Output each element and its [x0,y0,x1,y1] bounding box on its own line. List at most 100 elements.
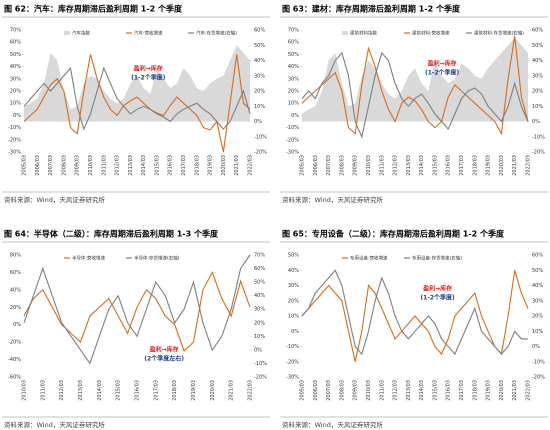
y-tick-label: -10% [8,125,21,131]
x-tick-label: 2013/03 [78,380,84,401]
y-tick-label: 70% [288,28,299,34]
source: 资料来源：Wind，天风证券研究所 [282,420,383,429]
x-tick-label: 2014/03 [419,380,425,401]
legend-label: 专用设备:存货增速(右轴) [412,255,462,262]
y-tick-label: 20% [10,89,21,95]
x-tick-label: 2008/03 [61,155,67,176]
x-tick-label: 2019/03 [208,155,214,176]
x-tick-label: 2015/03 [432,380,438,401]
x-tick-label: 2014/03 [419,155,425,176]
x-tick-label: 2018/03 [472,380,478,401]
y2-tick-label: 70% [254,253,265,259]
y-tick-label: 30% [288,283,299,289]
x-tick-label: 2014/03 [97,380,103,401]
x-tick-label: 2017/03 [459,380,465,401]
line [301,269,528,356]
x-tick-label: 2017/03 [459,155,465,176]
y2-tick-label: 50% [532,268,543,274]
x-tick-label: 2015/03 [116,380,122,401]
y2-tick-label: 40% [254,58,265,64]
x-tick-label: 2005/03 [300,380,306,401]
y2-tick-label: 30% [254,307,265,313]
y-tick-label: -40% [8,357,21,363]
legend-swatch [342,31,348,35]
y-tick-label: 10% [288,101,299,107]
x-tick-label: 2009/03 [353,380,359,401]
annotation: (1-2个季度) [420,294,455,302]
chart-title: 图 62：汽车：库存周期滞后盈利周期 1-2 个季度 [4,4,183,14]
y2-tick-label: 10% [532,329,543,335]
legend-label: 汽车:存货增速(右轴) [196,30,237,37]
annotation: (2个季度左右) [144,355,184,363]
x-tick-label: 2010/03 [88,155,94,176]
x-tick-label: 2012/03 [59,380,65,401]
y2-tick-label: 20% [254,89,265,95]
y2-tick-label: 60% [254,28,265,34]
y-tick-label: 10% [288,314,299,320]
y2-tick-label: 20% [532,89,543,95]
x-tick-label: 2012/03 [115,155,121,176]
y-tick-label: -10% [286,125,299,131]
y2-tick-label: -10% [254,361,267,367]
x-tick-label: 2009/03 [75,155,81,176]
x-tick-label: 2021/03 [512,380,518,401]
y-tick-label: 50% [288,52,299,58]
y2-tick-label: 20% [532,314,543,320]
x-tick-label: 2011/03 [379,380,385,401]
x-tick-label: 2016/03 [168,155,174,176]
y-tick-label: 50% [10,52,21,58]
y2-tick-label: 50% [532,43,543,49]
legend-label: 半导体:营收增速 [72,255,106,262]
y-tick-label: -20% [8,340,21,346]
x-tick-label: 2008/03 [339,155,345,176]
y2-tick-label: 0% [254,119,262,125]
chart-title: 图 63：建材：库存周期滞后盈利周期 1-2 个季度 [282,4,461,14]
line [301,51,529,139]
x-tick-label: 2013/03 [128,155,134,176]
y-tick-label: 60% [10,270,21,276]
y-tick-label: 0% [13,322,21,328]
y-tick-label: 60% [288,40,299,46]
x-tick-label: 2014/03 [141,155,147,176]
legend-label: 汽车:营收增速 [134,30,163,37]
chart-title: 图 64：半导体（二级）：库存周期滞后盈利周期 1-3 个季度 [4,229,219,239]
y-tick-label: 40% [10,287,21,293]
chart-title: 图 65：专用设备（二级）：库存周期滞后盈利周期 1-2 个季度 [282,229,505,239]
y-tick-label: -20% [286,137,299,143]
y2-tick-label: 0% [532,119,540,125]
x-tick-label: 2021/03 [234,155,240,176]
x-tick-label: 2010/03 [366,155,372,176]
x-tick-label: 2019/03 [486,380,492,401]
x-tick-label: 2005/03 [300,155,306,176]
x-tick-label: 2021/03 [229,380,235,401]
line [301,270,529,362]
y-tick-label: 20% [288,89,299,95]
x-tick-label: 2020/03 [499,380,505,401]
x-tick-label: 2009/03 [353,155,359,176]
y2-tick-label: 50% [254,43,265,49]
y-tick-label: -30% [286,150,299,156]
x-tick-label: 2012/03 [393,155,399,176]
y2-tick-label: 20% [254,320,265,326]
y-tick-label: 70% [10,28,21,34]
y-tick-label: -20% [286,359,299,365]
legend-label: 建筑材料指数 [350,30,377,37]
x-tick-label: 2022/03 [526,380,532,401]
x-tick-label: 2022/03 [248,380,254,401]
line [23,254,251,365]
legend-swatch [64,31,70,35]
line [23,54,251,153]
y-tick-label: -30% [8,150,21,156]
x-tick-label: 2015/03 [432,155,438,176]
x-tick-label: 2016/03 [446,155,452,176]
y2-tick-label: -10% [532,134,545,140]
y-tick-label: 0% [291,113,299,119]
y-tick-label: 0% [291,329,299,335]
x-tick-label: 2020/03 [221,155,227,176]
y2-tick-label: 40% [532,283,543,289]
y-tick-label: -10% [286,344,299,350]
legend-label: 汽车指数 [72,30,90,37]
y2-tick-label: 60% [532,253,543,259]
y2-tick-label: 40% [532,58,543,64]
